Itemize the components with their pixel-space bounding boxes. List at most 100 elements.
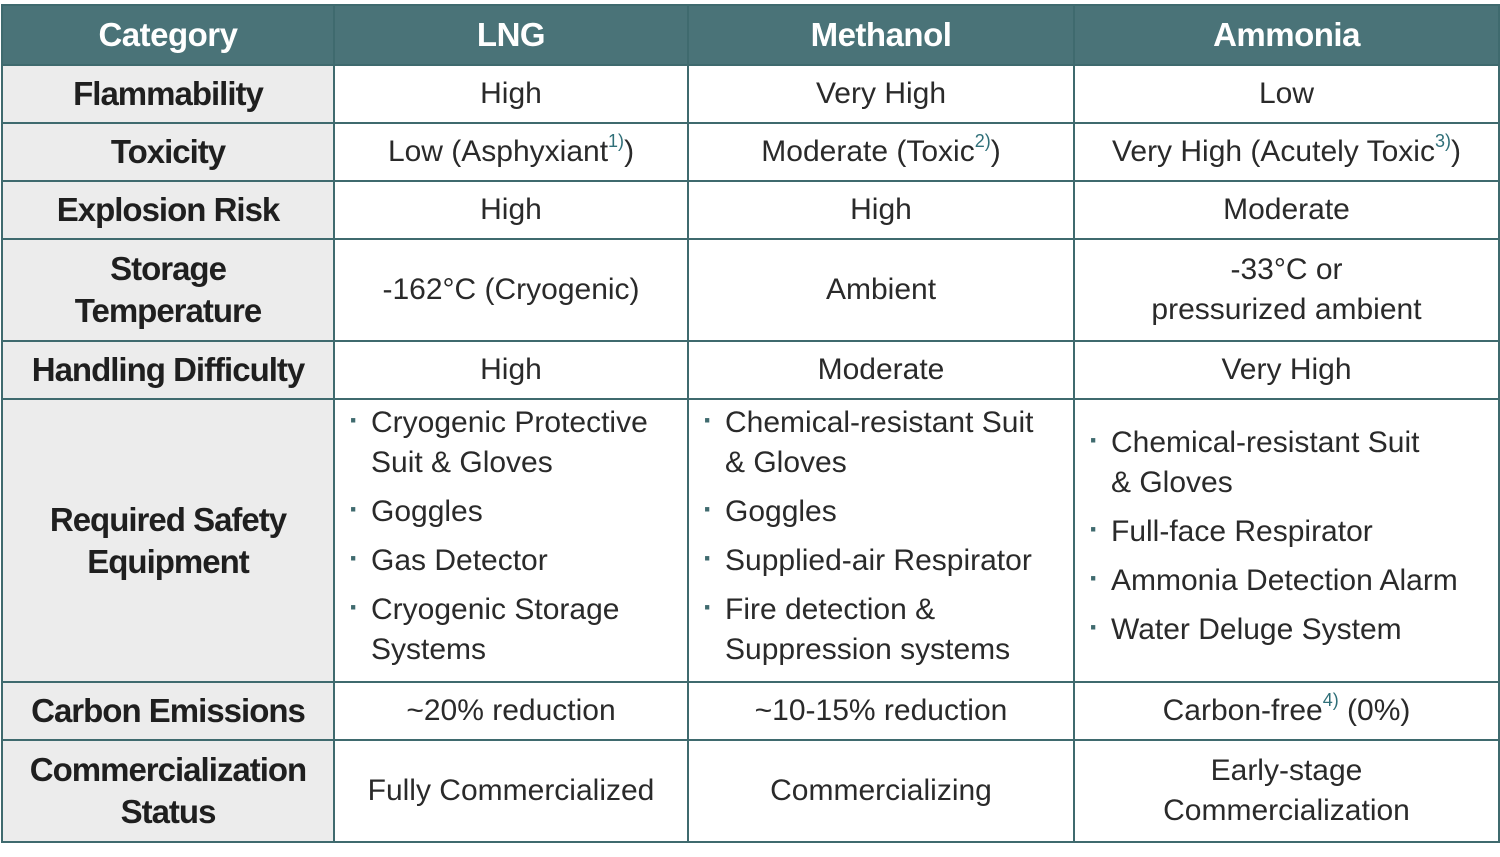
cell-text: Ambient	[825, 273, 937, 306]
table-cell: -33°C or pressurized ambient	[1073, 238, 1500, 342]
row-label: Toxicity	[1, 122, 335, 182]
table-cell: Chemical-resistant Suit & Gloves Full-face…	[1073, 398, 1500, 683]
header-cell: Ammonia	[1073, 4, 1500, 66]
table-cell: Moderate	[1073, 180, 1500, 240]
equipment-item: Gas Detector	[349, 539, 681, 581]
equipment-text-line: Supplied-air Respirator	[725, 543, 1032, 577]
table-cell: Early-stage Commercialization	[1073, 739, 1500, 843]
header-cell: Category	[1, 4, 335, 66]
equipment-item: Cryogenic Protective Suit & Gloves	[349, 401, 681, 483]
row-label-text: Explosion Risk	[56, 191, 281, 228]
row-label-text: Handling Difficulty	[31, 351, 305, 388]
comparison-table: Category LNG Methanol Ammonia Flammability H…	[1, 4, 1500, 843]
header-cell: Methanol	[687, 4, 1075, 66]
cell-text: Very High	[1221, 353, 1352, 386]
equipment-item: Full-face Respirator	[1089, 510, 1492, 552]
table-cell: Very High	[687, 64, 1075, 124]
row-label-text: Flammability	[73, 75, 264, 112]
cell-text: High	[480, 193, 542, 226]
cell-text: Moderate	[1223, 193, 1350, 226]
table-cell: ~10-15% reduction	[687, 681, 1075, 741]
table-cell: Fully Commercialized	[333, 739, 689, 843]
table-body: Flammability High Very High Low Toxicity Low …	[1, 64, 1500, 843]
row-label: Handling Difficulty	[1, 340, 335, 400]
table-row: Commercialization Status Fully Commerciali…	[1, 739, 1500, 843]
cell-text: -162°C (Cryogenic)	[382, 273, 640, 306]
table-row: Storage Temperature -162°C (Cryogenic) Ambi…	[1, 238, 1500, 342]
table-cell: Chemical-resistant Suit & Gloves Goggles Su…	[687, 398, 1075, 683]
cell-text: Very High	[815, 77, 947, 110]
equipment-list: Chemical-resistant Suit & Gloves Full-face…	[1081, 421, 1492, 650]
equipment-text-line: & Gloves	[725, 445, 847, 479]
equipment-text-line: Cryogenic Protective	[371, 405, 648, 439]
cell-text: )	[624, 135, 635, 168]
equipment-text-line: Full-face Respirator	[1111, 514, 1373, 548]
equipment-item: Goggles	[703, 490, 1067, 532]
cell-text: )	[990, 135, 1001, 168]
equipment-item: Goggles	[349, 490, 681, 532]
equipment-item: Fire detection & Suppression systems	[703, 588, 1067, 670]
row-label-text: Toxicity	[110, 133, 226, 170]
row-label: Required Safety Equipment	[1, 398, 335, 683]
cell-text: (0%)	[1338, 694, 1411, 727]
cell-text-line: Early-stage	[1210, 754, 1363, 787]
table-row: Required Safety Equipment Cryogenic Protec…	[1, 398, 1500, 683]
row-label-text-line: Status	[120, 793, 217, 830]
cell-text: Low	[1258, 77, 1315, 110]
table-cell: High	[333, 180, 689, 240]
cell-text: Moderate (Toxic	[761, 135, 975, 168]
cell-text-line: -33°C or	[1230, 253, 1343, 286]
table-cell: High	[333, 340, 689, 400]
row-label-text-line: Temperature	[74, 292, 262, 329]
equipment-text-line: Suppression systems	[725, 632, 1011, 666]
table-cell: High	[687, 180, 1075, 240]
table-row: Flammability High Very High Low	[1, 64, 1500, 124]
cell-text-line: pressurized ambient	[1151, 293, 1422, 326]
table-row: Carbon Emissions ~20% reduction ~10-15% re…	[1, 681, 1500, 741]
cell-text: High	[480, 353, 542, 386]
table-row: Handling Difficulty High Moderate Very High	[1, 340, 1500, 400]
table-cell: High	[333, 64, 689, 124]
row-label: Storage Temperature	[1, 238, 335, 342]
table-row: Explosion Risk High High Moderate	[1, 180, 1500, 240]
table-cell: Moderate (Toxic2))	[687, 122, 1075, 182]
equipment-item: Supplied-air Respirator	[703, 539, 1067, 581]
equipment-text-line: Systems	[371, 632, 487, 666]
row-label-text-line: Commercialization	[29, 751, 307, 788]
equipment-text-line: Chemical-resistant Suit	[725, 405, 1034, 439]
table-row: Toxicity Low (Asphyxiant1)) Moderate (Toxi…	[1, 122, 1500, 182]
equipment-item: Ammonia Detection Alarm	[1089, 559, 1492, 601]
cell-text: High	[480, 77, 542, 110]
cell-text: Commercializing	[770, 774, 992, 807]
cell-text: High	[850, 193, 912, 226]
cell-text: Fully Commercialized	[367, 774, 655, 807]
row-label-text-line: Storage	[110, 250, 227, 287]
table-cell: Very High	[1073, 340, 1500, 400]
header-cell: LNG	[333, 4, 689, 66]
equipment-text-line: Suit & Gloves	[371, 445, 553, 479]
equipment-text-line: Gas Detector	[371, 543, 548, 577]
cell-text: Low (Asphyxiant	[387, 135, 609, 168]
cell-text: Very High (Acutely Toxic	[1112, 135, 1435, 168]
table-cell: Commercializing	[687, 739, 1075, 843]
equipment-text-line: Cryogenic Storage	[371, 592, 620, 626]
cell-text-line: Commercialization	[1163, 794, 1410, 827]
equipment-list: Chemical-resistant Suit & Gloves Goggles Su…	[695, 401, 1067, 670]
table-cell: ~20% reduction	[333, 681, 689, 741]
equipment-text-line: & Gloves	[1111, 465, 1233, 499]
table-cell: Low (Asphyxiant1))	[333, 122, 689, 182]
equipment-item: Chemical-resistant Suit & Gloves	[703, 401, 1067, 483]
row-label: Commercialization Status	[1, 739, 335, 843]
cell-text: Carbon-free	[1162, 694, 1323, 727]
row-label: Flammability	[1, 64, 335, 124]
table-cell: Carbon-free4) (0%)	[1073, 681, 1500, 741]
table-cell: Very High (Acutely Toxic3))	[1073, 122, 1500, 182]
row-label: Explosion Risk	[1, 180, 335, 240]
equipment-item: Water Deluge System	[1089, 608, 1492, 650]
equipment-text-line: Goggles	[371, 494, 483, 528]
equipment-text-line: Goggles	[725, 494, 837, 528]
equipment-list: Cryogenic Protective Suit & Gloves Goggles…	[341, 401, 681, 670]
header-row: Category LNG Methanol Ammonia	[1, 4, 1500, 66]
footnote-mark: 3)	[1434, 131, 1451, 151]
